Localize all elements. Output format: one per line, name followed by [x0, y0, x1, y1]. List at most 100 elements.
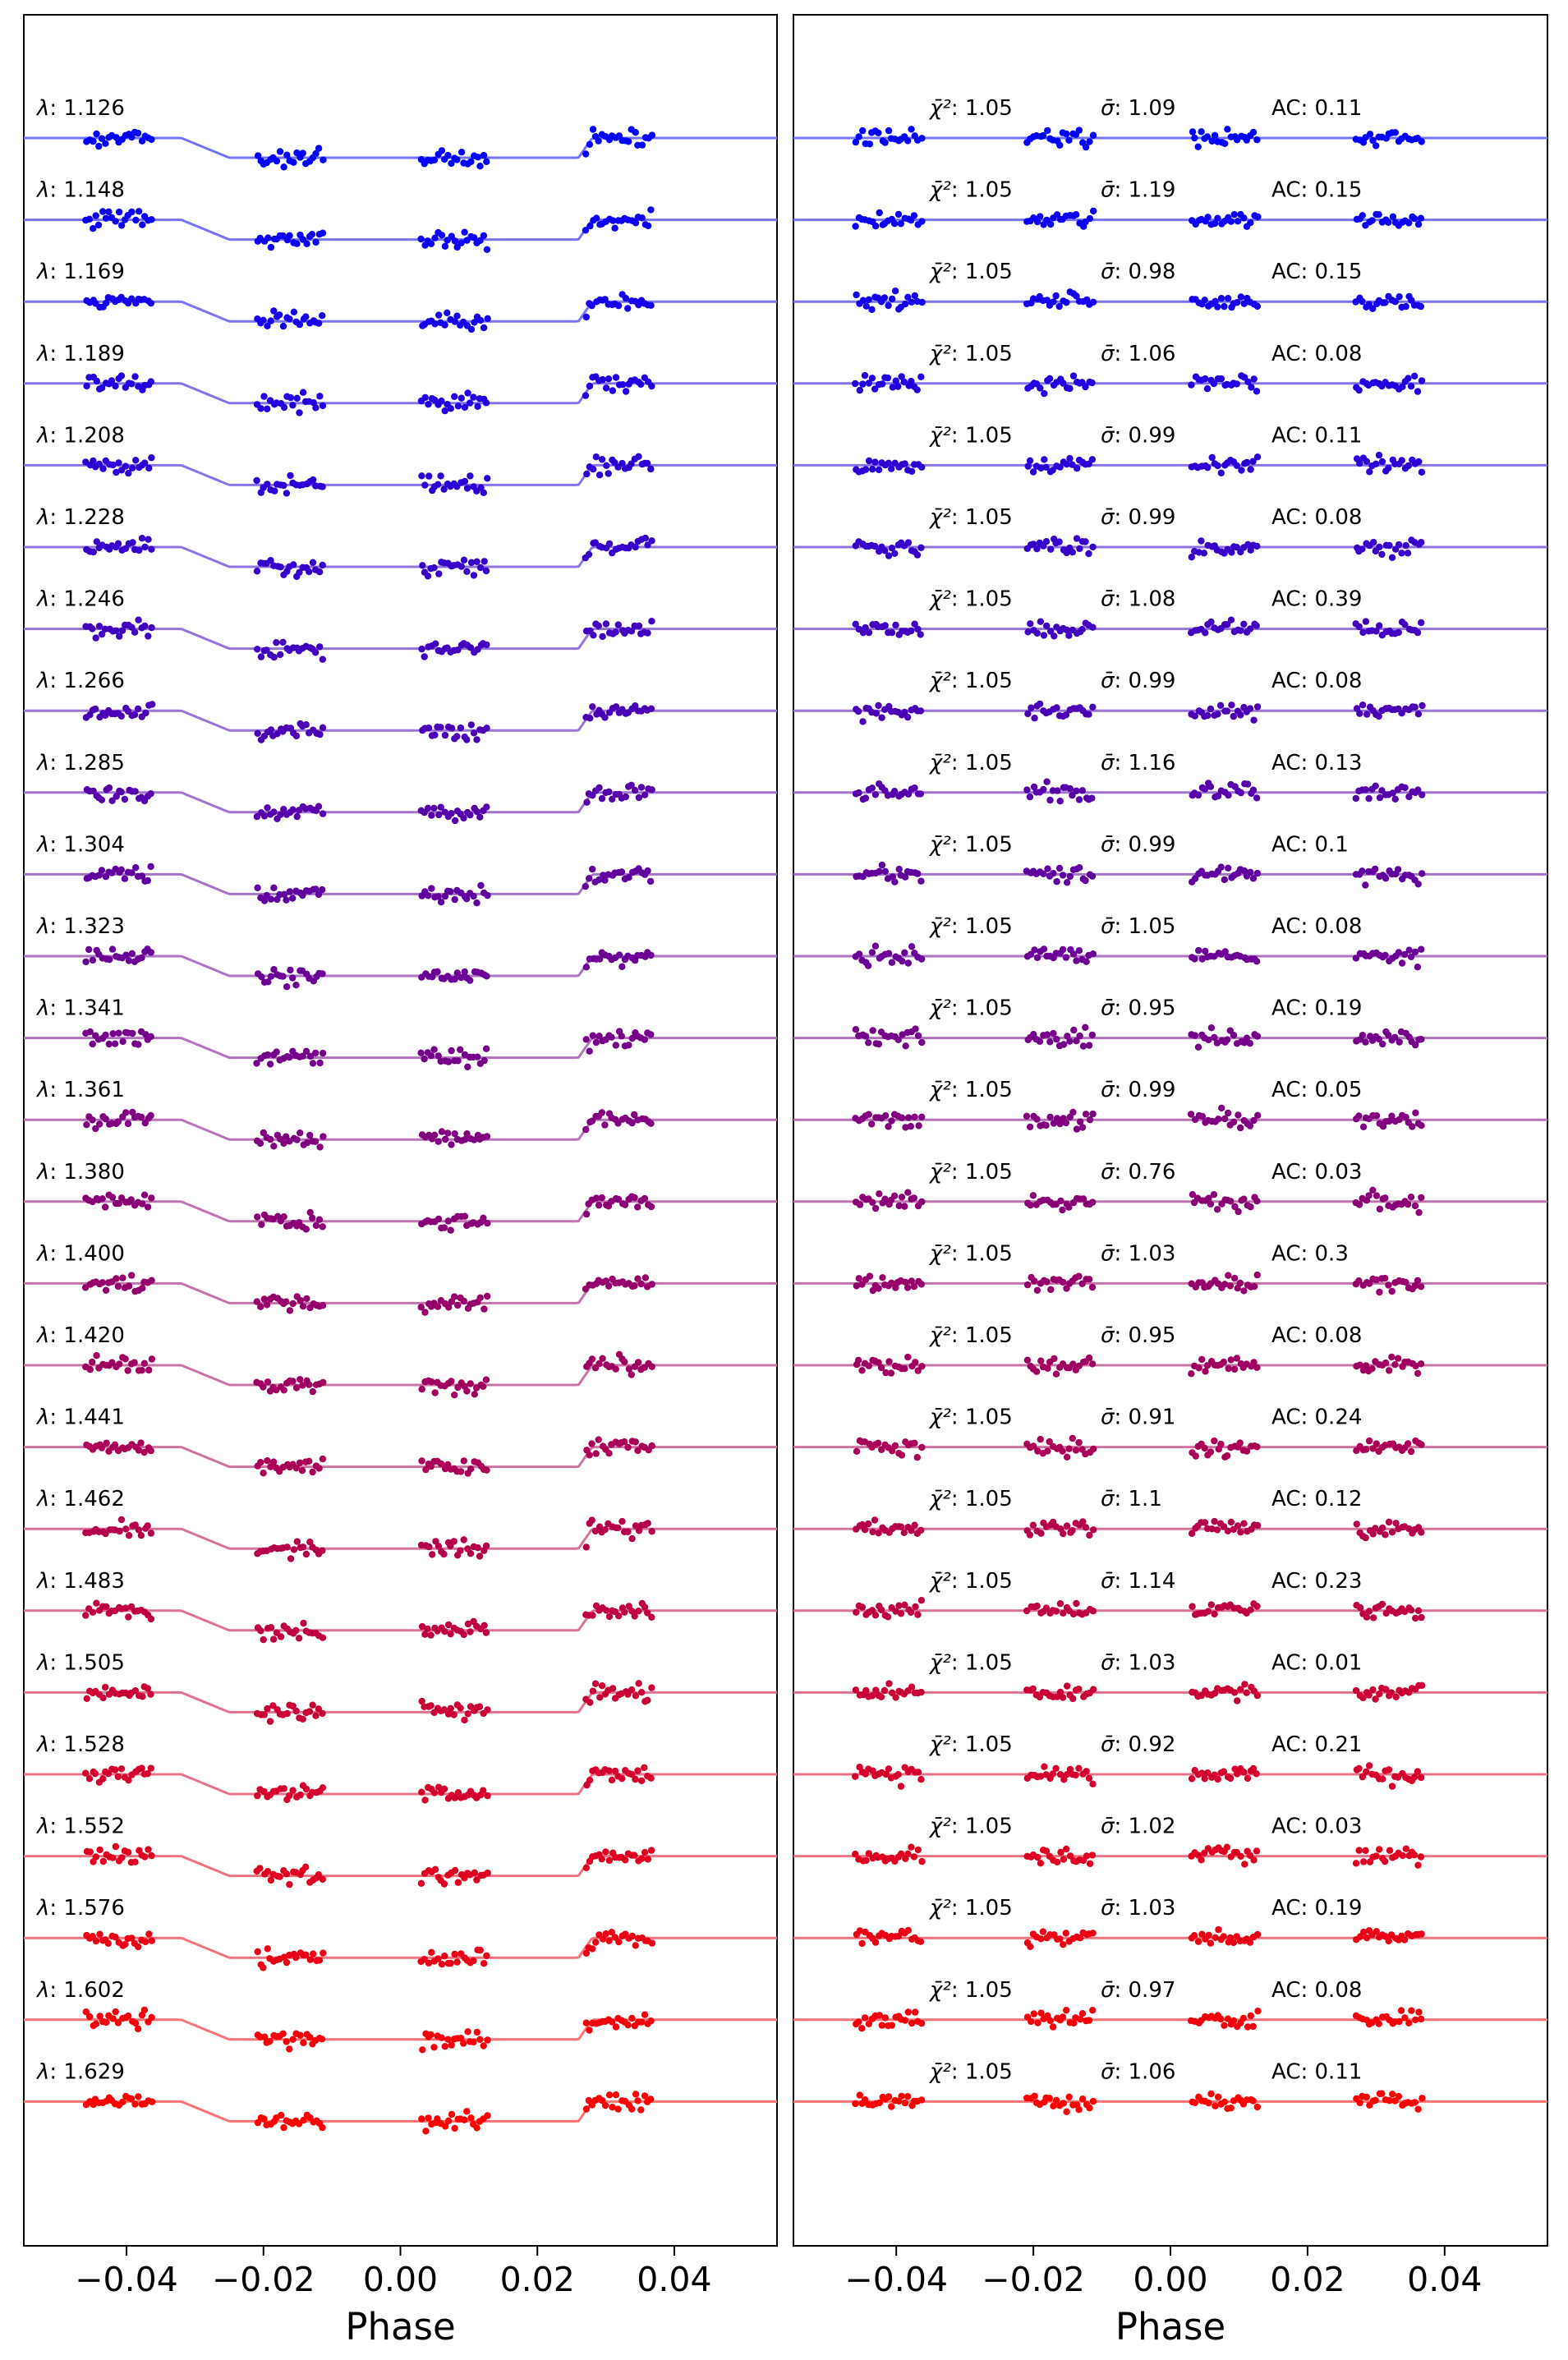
data-point: [480, 1382, 487, 1391]
data-point: [917, 2096, 926, 2104]
data-point: [292, 1626, 300, 1635]
data-point: [289, 1300, 297, 1308]
data-point: [852, 223, 859, 230]
data-point: [1414, 1607, 1423, 1615]
data-point: [1391, 795, 1399, 803]
data-point: [1418, 1036, 1425, 1043]
data-point: [891, 878, 899, 886]
data-point: [480, 489, 487, 496]
data-point: [290, 308, 298, 315]
data-point: [434, 2115, 441, 2123]
data-point: [1251, 1282, 1258, 1290]
data-point: [1041, 389, 1048, 398]
data-point: [1389, 2091, 1396, 2098]
data-point: [114, 1773, 122, 1781]
data-point: [280, 481, 287, 490]
data-point: [1253, 958, 1261, 965]
data-point: [1056, 463, 1064, 471]
series-row-1.148: χ̄²: 1.05 σ̄: 1.19 AC: 0.15: [793, 178, 1547, 230]
data-point: [879, 1274, 886, 1281]
data-point: [1220, 1358, 1228, 1366]
data-point: [316, 1143, 324, 1151]
model-line: [24, 1609, 777, 1632]
data-point: [138, 2012, 146, 2019]
data-point: [131, 628, 139, 636]
data-point: [1198, 537, 1205, 545]
data-point: [868, 375, 876, 382]
data-point: [904, 1926, 913, 1934]
data-point: [431, 320, 439, 328]
x-axis-label: Phase: [345, 2305, 455, 2348]
chi2-label: χ̄²: 1.05: [928, 1487, 1013, 1511]
data-point: [1192, 1452, 1200, 1460]
data-point: [422, 2128, 430, 2135]
data-point: [910, 212, 918, 219]
data-point: [132, 864, 140, 872]
data-point: [141, 622, 149, 630]
data-point: [647, 1031, 655, 1038]
data-point: [131, 788, 139, 795]
data-point: [1391, 129, 1400, 136]
data-point: [139, 1693, 146, 1700]
data-point: [918, 1363, 926, 1370]
data-point: [1243, 1689, 1250, 1696]
data-point: [451, 393, 458, 400]
data-point: [437, 1460, 445, 1468]
data-point: [634, 1203, 641, 1211]
data-point: [1410, 214, 1419, 223]
data-point: [595, 137, 602, 145]
data-point: [1089, 1608, 1097, 1615]
data-point: [451, 975, 458, 983]
data-point: [315, 1871, 323, 1879]
data-point: [1366, 131, 1374, 138]
data-point: [447, 1226, 454, 1234]
data-point: [624, 1528, 632, 1536]
data-point: [297, 1376, 304, 1383]
data-point: [1075, 1272, 1083, 1280]
data-point: [283, 151, 291, 159]
data-point: [311, 1138, 320, 1145]
data-point: [1037, 384, 1044, 392]
data-point: [1207, 783, 1215, 790]
data-point: [1088, 1852, 1097, 1859]
data-point: [463, 895, 471, 903]
data-point: [599, 1935, 607, 1943]
wavelength-label: λ: 1.189: [35, 342, 125, 366]
data-point: [1419, 702, 1426, 710]
data-point: [1046, 2095, 1054, 2102]
data-point: [1398, 457, 1405, 464]
data-point: [1418, 945, 1425, 953]
data-point: [590, 466, 597, 473]
data-point: [451, 1950, 458, 1958]
data-point: [897, 220, 905, 228]
data-point: [460, 1631, 467, 1639]
data-point: [644, 867, 651, 875]
data-point: [299, 1303, 307, 1310]
data-point: [482, 1376, 490, 1383]
data-point: [624, 2021, 632, 2029]
data-point: [900, 378, 908, 386]
data-point: [871, 791, 880, 798]
data-point: [885, 1358, 893, 1365]
data-point: [635, 1527, 643, 1534]
data-point: [1373, 1192, 1381, 1199]
data-point: [128, 869, 136, 876]
data-point: [918, 1857, 926, 1865]
data-point: [855, 789, 862, 797]
data-point: [1059, 1206, 1066, 1214]
data-point: [424, 804, 432, 812]
data-point: [144, 1685, 152, 1692]
data-point: [105, 1040, 113, 1048]
data-point: [1407, 1606, 1415, 1614]
data-point: [418, 1386, 425, 1393]
data-point: [114, 2019, 122, 2026]
data-point: [309, 1214, 316, 1222]
data-point: [257, 653, 265, 660]
data-point: [1201, 1444, 1208, 1452]
data-point: [1051, 633, 1058, 640]
data-point: [421, 1631, 429, 1638]
data-point: [1220, 1933, 1228, 1940]
data-point: [1240, 1195, 1248, 1203]
data-point: [605, 540, 614, 548]
